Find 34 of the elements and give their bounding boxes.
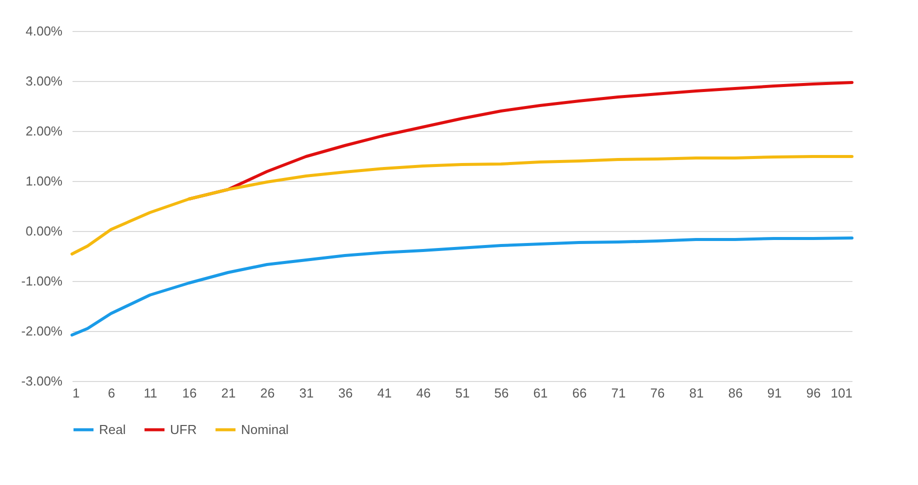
line-series [70, 155, 854, 256]
x-tick-label: 16 [182, 386, 197, 400]
x-tick-label: 21 [221, 386, 236, 400]
x-tick-label: 61 [533, 386, 548, 400]
y-tick-label: 4.00% [26, 24, 63, 38]
x-tick-label: 11 [144, 386, 158, 400]
x-tick-label: 1 [72, 386, 80, 400]
legend-label: Nominal [241, 422, 289, 437]
line-series [70, 236, 854, 336]
y-tick-label: 3.00% [26, 74, 63, 88]
x-tick-label: 96 [806, 386, 821, 400]
x-tick-label: 66 [572, 386, 587, 400]
legend-label: Real [99, 422, 126, 437]
y-tick-label: -1.00% [21, 274, 63, 288]
x-tick-label: 101 [830, 386, 852, 400]
y-tick-label: -3.00% [21, 374, 63, 388]
x-tick-label: 71 [611, 386, 626, 400]
y-tick-label: 0.00% [26, 224, 63, 238]
x-tick-label: 81 [689, 386, 704, 400]
x-tick-label: 56 [494, 386, 509, 400]
x-tick-label: 6 [108, 386, 116, 400]
y-tick-label: 2.00% [26, 124, 63, 138]
y-tick-label: 1.00% [26, 174, 63, 188]
legend-label: UFR [170, 422, 197, 437]
x-tick-label: 51 [455, 386, 470, 400]
x-tick-label: 76 [650, 386, 665, 400]
x-tick-label: 46 [416, 386, 431, 400]
x-tick-label: 26 [260, 386, 275, 400]
x-tick-label: 91 [767, 386, 782, 400]
x-tick-label: 41 [377, 386, 392, 400]
x-tick-label: 36 [338, 386, 353, 400]
y-tick-label: -2.00% [21, 324, 63, 338]
x-tick-label: 86 [728, 386, 743, 400]
x-tick-label: 31 [299, 386, 314, 400]
